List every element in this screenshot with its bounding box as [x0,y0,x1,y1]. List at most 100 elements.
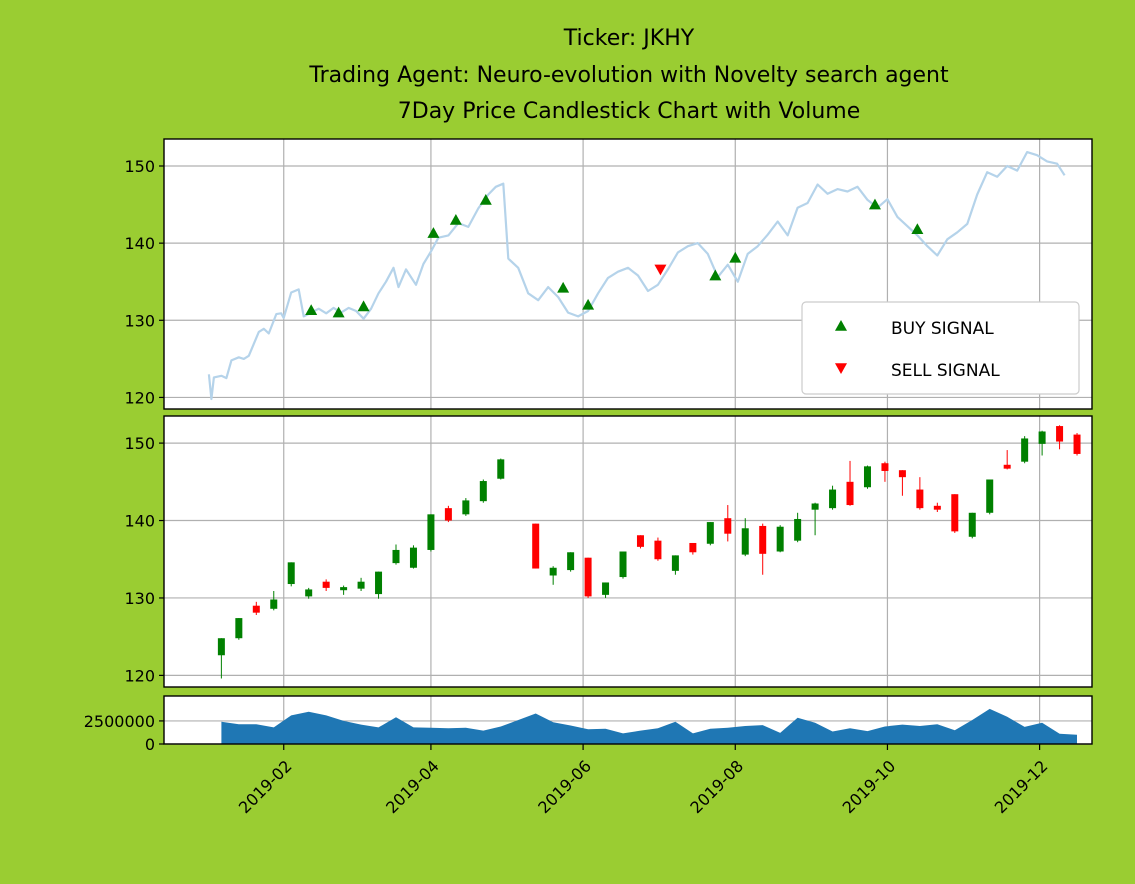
price-y-tick-label: 140 [124,234,155,253]
candle-body [706,522,714,544]
candle-body [584,557,592,597]
buy-signal-marker [427,227,440,238]
buy-signal-marker [357,300,370,312]
x-tick-label: 2019-06 [534,756,595,817]
candle-body [270,599,278,609]
legend-buy-triangle [835,320,847,331]
candle-body [811,503,819,510]
volume-area [221,708,1077,744]
candle-body [602,582,610,595]
candle-body [444,508,452,521]
candle-plot-area [164,416,1092,687]
candle-body [409,547,417,568]
candle-body [829,489,837,509]
buy-signal-marker [479,193,492,205]
price-frame [163,138,1093,410]
price-panel: 120 130 140 150 [124,138,1093,410]
sell-signal-marker [654,264,667,276]
candle-body [305,589,313,597]
candle-body [671,555,679,571]
candle-body [567,552,575,571]
buy-signal-marker [729,251,742,263]
price-y-tick-label: 130 [124,311,155,330]
candle-body [916,489,924,509]
legend-box [801,301,1080,395]
candle-body [986,479,994,513]
buy-signal-marker [557,281,570,293]
candle-body [794,518,802,541]
x-axis: 2019-02 2019-04 2019-06 2019-08 2019-10 2019-… [235,744,1052,817]
candle-body [479,481,487,502]
buy-signal-marker [868,198,881,210]
candle-body [846,481,854,506]
x-tick-label: 2019-12 [991,756,1052,817]
legend: BUY SIGNAL SELL SIGNAL [801,301,1080,395]
candle-body [1003,464,1011,469]
candle-y-tick-label: 150 [124,434,155,453]
candle-body [1073,434,1081,454]
candle-body [497,459,505,479]
buy-signal-marker [332,306,345,318]
candle-body [322,581,330,588]
candle-body [217,638,225,656]
x-tick-label: 2019-02 [235,756,296,817]
candle-body [654,540,662,560]
price-y-tick-label: 150 [124,157,155,176]
candle-body [1021,438,1029,462]
buy-signal-marker [449,214,462,225]
candle-frame [163,415,1093,688]
candle-body [724,518,732,534]
legend-sell-triangle [835,363,847,374]
candle-body [898,470,906,478]
price-y-tick-label: 120 [124,388,155,407]
candle-body [759,525,767,554]
volume-y-tick-label: 2500000 [84,712,155,731]
candle-body [549,567,557,576]
candle-body [462,500,470,515]
candle-body [689,542,697,553]
candle-body [375,571,383,595]
volume-y-tick-label: 0 [145,735,155,754]
candle-body [776,526,784,552]
candle-body [340,587,348,591]
candle-body [235,618,243,639]
legend-sell-label: SELL SIGNAL [891,361,1000,381]
legend-buy-label: BUY SIGNAL [891,319,994,339]
candle-body [1056,426,1064,442]
candle-body [933,505,941,510]
price-line [207,151,1066,401]
candle-body [968,512,976,537]
legend-sell-marker [835,363,847,374]
buy-signal-marker [709,269,722,281]
candle-body [532,523,540,569]
candle-body [357,581,365,589]
chart-title-line-1: Ticker: JKHY [563,26,695,51]
x-tick-label: 2019-10 [839,756,900,817]
candle-y-tick-label: 130 [124,589,155,608]
candle-y-tick-label: 120 [124,666,155,685]
x-tick-label: 2019-08 [686,756,747,817]
candle-body [287,562,295,585]
chart-title-line-2: Trading Agent: Neuro-evolution with Nove… [308,63,949,88]
candle-body [619,551,627,578]
candle-body [951,494,959,532]
candlestick-panel: 120 130 140 150 [124,415,1093,688]
buy-signal-marker [911,223,924,235]
volume-frame [163,695,1093,745]
candle-body [392,549,400,564]
x-tick-label: 2019-04 [382,756,443,817]
volume-panel: 0 2500000 [84,695,1093,754]
candle-y-tick-label: 140 [124,512,155,531]
candle-body [1038,431,1046,444]
candle-body [636,535,644,547]
candle-body [427,514,435,550]
buy-signal-marker [305,304,318,316]
buy-signal-marker [582,298,595,310]
legend-buy-marker [835,320,847,331]
candle-body [252,605,260,613]
candle-body [741,528,749,555]
candle-body [881,463,889,471]
candle-body [863,466,871,488]
chart-title-line-3: 7Day Price Candlestick Chart with Volume [398,99,860,124]
